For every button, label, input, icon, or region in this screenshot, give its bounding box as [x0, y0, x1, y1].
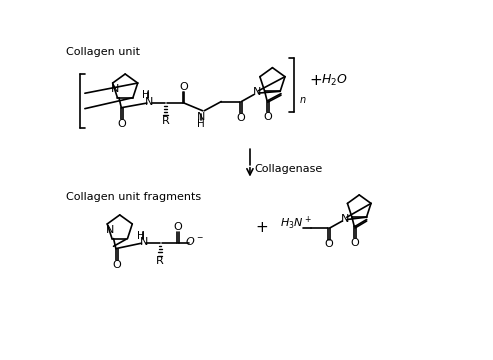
Text: H: H [197, 119, 205, 129]
Text: N: N [145, 96, 153, 107]
Text: O: O [324, 239, 333, 249]
Text: $H_3N^+$: $H_3N^+$ [280, 215, 312, 232]
Text: O: O [118, 119, 127, 129]
Text: Collagen unit: Collagen unit [66, 47, 140, 57]
Text: N: N [140, 237, 148, 247]
Text: Collagenase: Collagenase [254, 165, 323, 175]
Text: H: H [137, 230, 144, 240]
Text: O: O [236, 113, 245, 123]
Text: N: N [197, 112, 205, 122]
Text: +: + [310, 73, 322, 88]
Text: H: H [142, 90, 150, 100]
Text: O: O [263, 112, 272, 122]
Text: N: N [341, 214, 350, 224]
Text: R: R [156, 256, 164, 266]
Text: N: N [111, 84, 119, 94]
Text: R: R [162, 116, 170, 126]
Text: O: O [112, 260, 121, 270]
Text: n: n [300, 95, 306, 105]
Text: O: O [179, 82, 188, 92]
Text: O: O [351, 238, 359, 248]
Text: N: N [253, 87, 261, 97]
Text: N: N [106, 225, 114, 235]
Text: $H_2O$: $H_2O$ [321, 73, 348, 88]
Text: +: + [255, 220, 268, 235]
Text: Collagen unit fragments: Collagen unit fragments [66, 192, 201, 202]
Text: O: O [174, 222, 182, 232]
Text: $O^-$: $O^-$ [185, 235, 204, 247]
